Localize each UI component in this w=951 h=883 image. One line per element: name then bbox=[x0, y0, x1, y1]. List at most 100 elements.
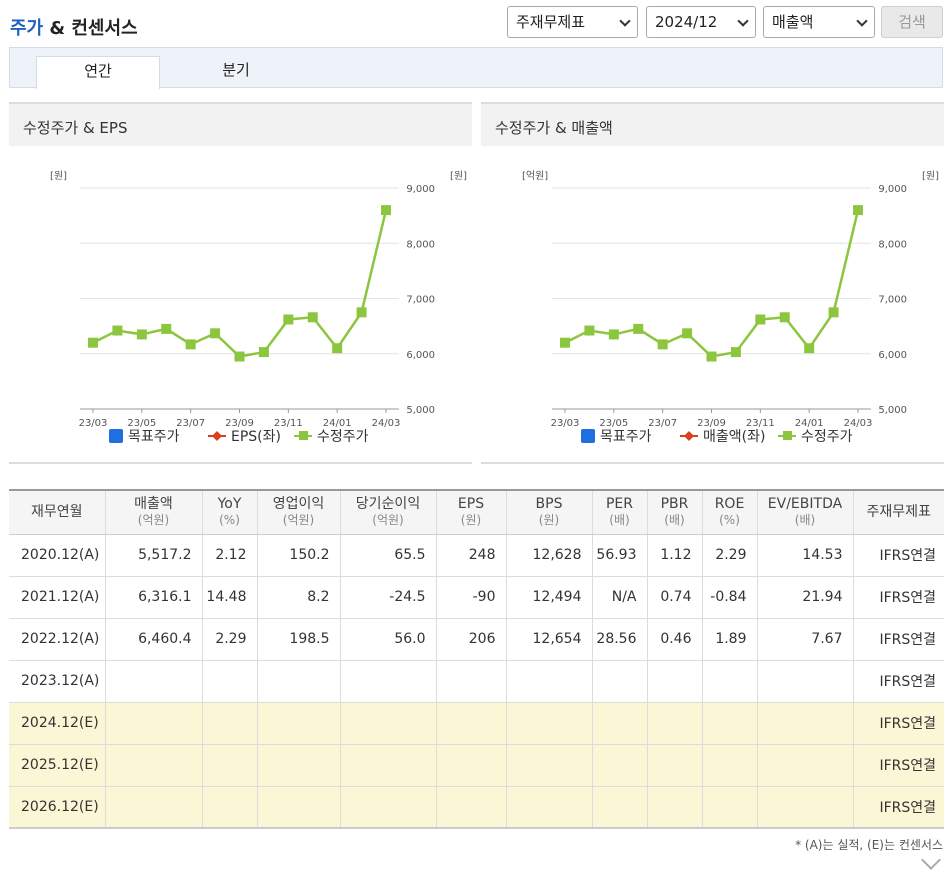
x-tick-label: 23/09 bbox=[225, 418, 254, 429]
price-data-point[interactable] bbox=[560, 337, 570, 348]
table-cell bbox=[436, 744, 507, 787]
column-header: ROE (%) bbox=[702, 489, 758, 535]
column-header: 당기순이익 (억원) bbox=[340, 489, 437, 535]
price-data-point[interactable] bbox=[608, 329, 619, 340]
table-cell bbox=[340, 702, 437, 745]
table-cell bbox=[757, 660, 854, 703]
legend-item[interactable]: 매출액(좌) bbox=[703, 429, 765, 445]
tab-annual[interactable]: 연간 bbox=[36, 56, 160, 89]
price-data-point[interactable] bbox=[584, 325, 595, 336]
column-header: PER (배) bbox=[592, 489, 648, 535]
column-header-unit: (억원) bbox=[282, 513, 315, 528]
price-data-point[interactable] bbox=[779, 312, 790, 323]
column-header: YoY (%) bbox=[202, 489, 258, 535]
legend-item[interactable]: 목표주가 bbox=[128, 429, 180, 445]
column-header: 매출액 (억원) bbox=[105, 489, 203, 535]
table-cell bbox=[340, 744, 437, 787]
table-cell bbox=[647, 660, 703, 703]
price-data-point[interactable] bbox=[356, 307, 367, 318]
table-cell: 1.12 bbox=[647, 534, 703, 577]
page-title-sub: & 컨센서스 bbox=[43, 18, 138, 39]
table-cell: 56.0 bbox=[340, 618, 437, 661]
column-header-label: 재무연월 bbox=[30, 504, 83, 521]
price-data-point[interactable] bbox=[258, 347, 269, 358]
table-row: 2023.12(A) IFRS연결 bbox=[9, 660, 944, 703]
y-tick-label: 7,000 bbox=[878, 295, 907, 306]
column-header-label: ROE bbox=[714, 496, 745, 513]
price-data-point[interactable] bbox=[633, 323, 644, 334]
price-data-point[interactable] bbox=[381, 205, 391, 216]
x-tick-label: 23/07 bbox=[648, 418, 677, 429]
y-tick-label: 9,000 bbox=[406, 184, 435, 195]
price-data-point[interactable] bbox=[88, 337, 98, 348]
y-tick-label: 7,000 bbox=[406, 295, 435, 306]
column-header: EV/EBITDA (배) bbox=[757, 489, 854, 535]
table-cell: 1.89 bbox=[702, 618, 758, 661]
x-tick-label: 23/11 bbox=[274, 418, 303, 429]
table-cell bbox=[592, 660, 648, 703]
table-cell: 198.5 bbox=[257, 618, 341, 661]
table-cell: IFRS연결 bbox=[853, 702, 944, 745]
price-data-point[interactable] bbox=[234, 351, 245, 362]
table-header-row: 재무연월 매출액 (억원) YoY (%) 영업이익 (억원) 당기순이익 (억원) EPS (원)… bbox=[9, 489, 944, 535]
table-cell: 5,517.2 bbox=[105, 534, 203, 577]
x-tick-label: 24/01 bbox=[323, 418, 352, 429]
price-data-point[interactable] bbox=[307, 312, 318, 323]
legend-item[interactable]: 수정주가 bbox=[801, 429, 853, 445]
table-cell bbox=[257, 660, 341, 703]
table-cell: -24.5 bbox=[340, 576, 437, 619]
table-cell bbox=[647, 702, 703, 745]
page-title: 주가 & 컨센서스 bbox=[10, 14, 138, 40]
table-cell: 2025.12(E) bbox=[9, 744, 106, 787]
legend-item[interactable]: 목표주가 bbox=[600, 429, 652, 445]
table-cell bbox=[506, 702, 593, 745]
table-cell: 6,316.1 bbox=[105, 576, 203, 619]
price-data-point[interactable] bbox=[283, 314, 294, 325]
column-header: 재무연월 bbox=[9, 489, 106, 535]
price-data-point[interactable] bbox=[730, 347, 741, 358]
legend-price-marker bbox=[299, 431, 308, 440]
table-row: 2021.12(A) 6,316.1 14.48 8.2 -24.5 -90 12,494 N… bbox=[9, 576, 944, 619]
price-data-point[interactable] bbox=[706, 351, 717, 362]
price-data-point[interactable] bbox=[112, 325, 123, 336]
table-cell bbox=[202, 702, 258, 745]
y-tick-label: 6,000 bbox=[878, 350, 907, 361]
price-data-point[interactable] bbox=[755, 314, 766, 325]
table-cell: 2021.12(A) bbox=[9, 576, 106, 619]
consensus-table: 재무연월 매출액 (억원) YoY (%) 영업이익 (억원) 당기순이익 (억원) EPS (원)… bbox=[9, 489, 944, 829]
price-data-point[interactable] bbox=[804, 343, 815, 354]
price-data-point[interactable] bbox=[185, 339, 196, 350]
table-cell bbox=[757, 702, 854, 745]
table-cell: 8.2 bbox=[257, 576, 341, 619]
sales-chart-panel: 수정주가 & 매출액 5,000 6,000 7,000 8,000 9,000 [억원]… bbox=[481, 102, 944, 464]
statement-type-select[interactable]: 주재무제표 bbox=[507, 6, 638, 38]
table-cell: 2023.12(A) bbox=[9, 660, 106, 703]
price-data-point[interactable] bbox=[853, 205, 863, 216]
price-data-point[interactable] bbox=[682, 328, 693, 339]
column-header-label: EV/EBITDA bbox=[767, 496, 843, 513]
tab-quarterly[interactable]: 분기 bbox=[222, 61, 250, 79]
chevron-down-icon bbox=[856, 15, 868, 27]
price-data-point[interactable] bbox=[332, 343, 343, 354]
table-cell: 0.46 bbox=[647, 618, 703, 661]
price-data-point[interactable] bbox=[657, 339, 668, 350]
table-cell: IFRS연결 bbox=[853, 618, 944, 661]
price-data-point[interactable] bbox=[828, 307, 839, 318]
table-cell: 2026.12(E) bbox=[9, 786, 106, 829]
legend-item[interactable]: EPS(좌) bbox=[231, 429, 281, 445]
chevron-down-icon[interactable] bbox=[921, 850, 941, 870]
table-row: 2024.12(E) IFRS연결 bbox=[9, 702, 944, 745]
table-row: 2025.12(E) IFRS연결 bbox=[9, 744, 944, 787]
price-data-point[interactable] bbox=[210, 328, 221, 339]
period-value: 2024/12 bbox=[655, 13, 718, 31]
table-cell: 150.2 bbox=[257, 534, 341, 577]
left-axis-unit: [억원] bbox=[522, 170, 548, 182]
legend-item[interactable]: 수정주가 bbox=[317, 429, 369, 445]
price-data-point[interactable] bbox=[161, 323, 172, 334]
table-cell bbox=[105, 702, 203, 745]
table-body: 2020.12(A) 5,517.2 2.12 150.2 65.5 248 12,628 5… bbox=[9, 534, 944, 829]
period-select[interactable]: 2024/12 bbox=[646, 6, 756, 38]
price-data-point[interactable] bbox=[136, 329, 147, 340]
metric-select[interactable]: 매출액 bbox=[763, 6, 875, 38]
search-button[interactable]: 검색 bbox=[881, 6, 943, 38]
